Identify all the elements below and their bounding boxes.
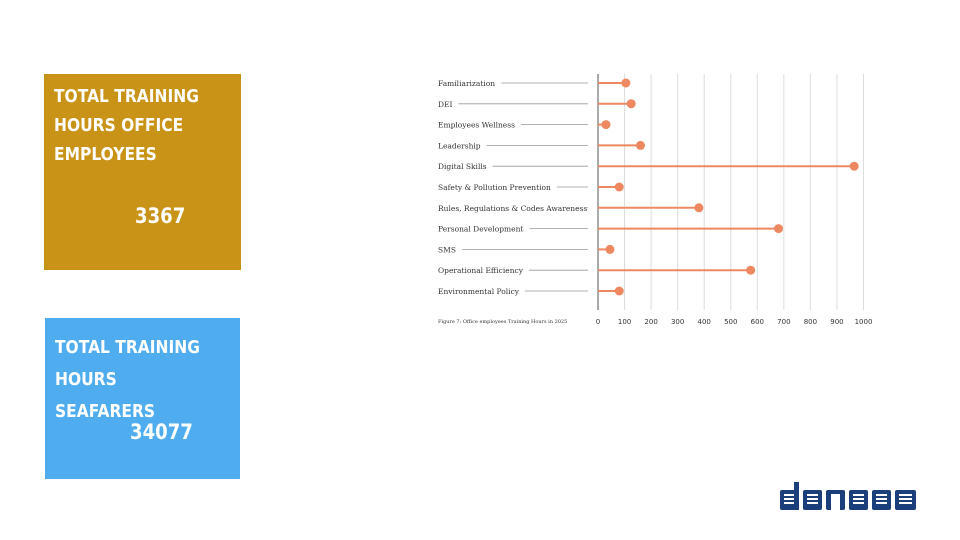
lollipop-point xyxy=(635,140,645,150)
seafarers-hours-title: TOTAL TRAINING HOURS SEAFARERS xyxy=(55,337,200,422)
category-label: DEI xyxy=(438,100,452,109)
category-label: Environmental Policy xyxy=(438,287,520,296)
x-tick-label: 200 xyxy=(644,318,657,326)
danaos-wordmark-logo xyxy=(780,482,916,510)
x-tick-label: 300 xyxy=(671,318,684,326)
lollipop-point xyxy=(694,203,704,213)
category-label: Leadership xyxy=(438,141,481,150)
x-tick-label: 1000 xyxy=(855,318,873,326)
seafarers-hours-card: TOTAL TRAINING HOURS SEAFARERS 34077 xyxy=(45,318,240,479)
category-label: SMS xyxy=(438,245,456,254)
x-tick-label: 100 xyxy=(618,318,631,326)
x-tick-label: 500 xyxy=(724,318,737,326)
category-label: Familiarization xyxy=(438,79,495,88)
x-tick-label: 700 xyxy=(777,318,790,326)
lollipop-point xyxy=(746,265,756,275)
training-hours-chart: Familiarization DEI Employees Wellness Lead… xyxy=(438,74,873,326)
lollipop-point xyxy=(605,244,615,254)
lollipop-point xyxy=(626,99,636,109)
lollipop-point xyxy=(614,286,624,296)
category-label: Employees Wellness xyxy=(438,121,515,130)
office-hours-title: TOTAL TRAINING HOURS OFFICE EMPLOYEES xyxy=(54,86,199,165)
lollipop-point xyxy=(621,78,631,88)
lollipop-point xyxy=(774,224,784,234)
lollipop-point xyxy=(614,182,624,192)
lollipop-point xyxy=(601,120,611,130)
x-tick-label: 900 xyxy=(830,318,843,326)
x-tick-label: 0 xyxy=(596,318,600,326)
lollipop-point xyxy=(849,161,859,171)
category-label: Operational Efficiency xyxy=(438,266,524,275)
category-label: Digital Skills xyxy=(438,162,487,171)
x-tick-label: 400 xyxy=(698,318,711,326)
category-label: Safety & Pollution Prevention xyxy=(438,183,551,192)
x-tick-label: 800 xyxy=(804,318,817,326)
category-label: Rules, Regulations & Codes Awareness xyxy=(438,204,587,213)
category-label: Personal Development xyxy=(438,225,523,234)
chart-title: Figure 7: Office employees Training Hour… xyxy=(438,319,567,325)
x-tick-label: 600 xyxy=(751,318,764,326)
seafarers-hours-value: 34077 xyxy=(130,420,193,444)
office-hours-card: TOTAL TRAINING HOURS OFFICE EMPLOYEES 33… xyxy=(44,74,241,270)
office-hours-value: 3367 xyxy=(135,204,186,228)
